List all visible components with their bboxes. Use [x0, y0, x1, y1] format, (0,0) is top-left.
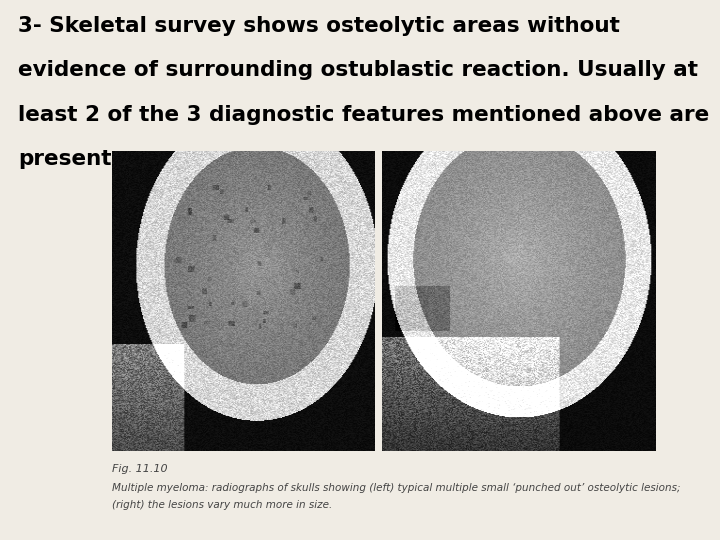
Text: evidence of surrounding ostublastic reaction. Usually at: evidence of surrounding ostublastic reac… — [18, 60, 698, 80]
Text: Fig. 11.10: Fig. 11.10 — [112, 464, 167, 475]
Text: least 2 of the 3 diagnostic features mentioned above are: least 2 of the 3 diagnostic features men… — [18, 105, 709, 125]
Text: 3- Skeletal survey shows osteolytic areas without: 3- Skeletal survey shows osteolytic area… — [18, 16, 620, 36]
Text: present.: present. — [18, 149, 120, 169]
Text: (right) the lesions vary much more in size.: (right) the lesions vary much more in si… — [112, 500, 332, 510]
Text: Multiple myeloma: radiographs of skulls showing (left) typical multiple small ‘p: Multiple myeloma: radiographs of skulls … — [112, 483, 680, 494]
